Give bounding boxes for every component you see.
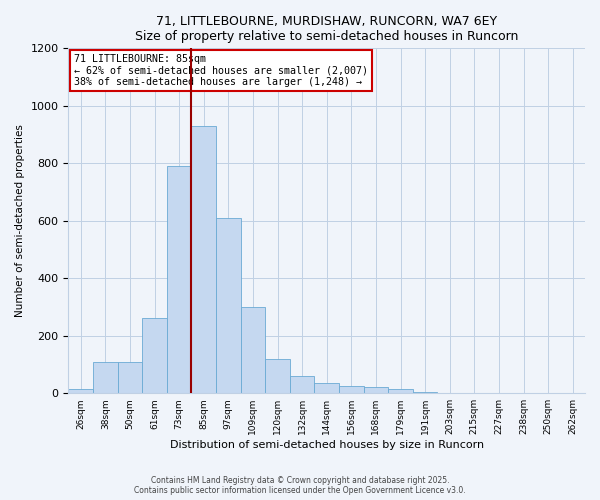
Bar xyxy=(364,388,388,393)
Bar xyxy=(118,362,142,393)
Bar xyxy=(413,392,437,393)
Title: 71, LITTLEBOURNE, MURDISHAW, RUNCORN, WA7 6EY
Size of property relative to semi-: 71, LITTLEBOURNE, MURDISHAW, RUNCORN, WA… xyxy=(135,15,518,43)
Bar xyxy=(142,318,167,393)
Bar xyxy=(437,392,462,393)
X-axis label: Distribution of semi-detached houses by size in Runcorn: Distribution of semi-detached houses by … xyxy=(170,440,484,450)
Bar xyxy=(339,386,364,393)
Bar xyxy=(68,389,93,393)
Bar xyxy=(388,389,413,393)
Bar xyxy=(314,383,339,393)
Bar xyxy=(290,376,314,393)
Bar xyxy=(93,362,118,393)
Bar xyxy=(191,126,216,393)
Bar xyxy=(167,166,191,393)
Bar xyxy=(241,307,265,393)
Text: Contains HM Land Registry data © Crown copyright and database right 2025.
Contai: Contains HM Land Registry data © Crown c… xyxy=(134,476,466,495)
Bar xyxy=(265,358,290,393)
Text: 71 LITTLEBOURNE: 85sqm
← 62% of semi-detached houses are smaller (2,007)
38% of : 71 LITTLEBOURNE: 85sqm ← 62% of semi-det… xyxy=(74,54,368,86)
Y-axis label: Number of semi-detached properties: Number of semi-detached properties xyxy=(15,124,25,317)
Bar xyxy=(216,218,241,393)
